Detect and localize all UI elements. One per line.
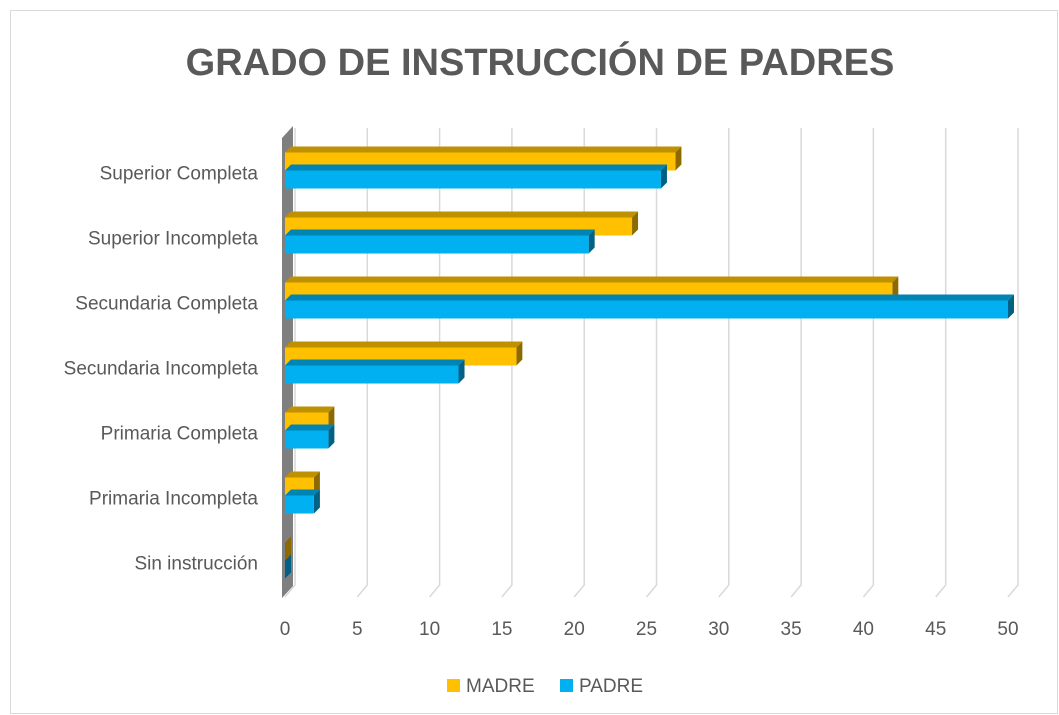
bar-top	[285, 276, 899, 283]
bar-top	[285, 424, 335, 431]
legend-label: MADRE	[466, 676, 535, 697]
bar-side	[285, 554, 291, 579]
y-tick-label: Superior Completa	[100, 164, 259, 185]
bar-side	[588, 229, 595, 254]
x-tick-label: 15	[491, 619, 512, 640]
bar-side	[632, 211, 639, 236]
y-tick-label: Primaria Completa	[101, 424, 259, 445]
bar-top	[285, 471, 320, 478]
bar-side	[328, 424, 335, 449]
x-tick-label: 50	[997, 619, 1018, 640]
x-tick-label: 45	[925, 619, 946, 640]
bar-side	[516, 341, 523, 366]
legend-label: PADRE	[579, 676, 643, 697]
bar-top	[285, 341, 523, 348]
bar	[285, 235, 589, 254]
bar-side	[1008, 294, 1014, 319]
bar	[285, 495, 314, 514]
grid-line	[1007, 128, 1019, 598]
bar-top	[285, 146, 682, 153]
bar	[285, 430, 329, 449]
x-tick-label: 10	[419, 619, 440, 640]
y-tick-label: Secundaria Incompleta	[64, 359, 259, 380]
bar-top	[285, 229, 595, 236]
bar-side	[285, 536, 291, 561]
y-tick-label: Secundaria Completa	[75, 294, 258, 315]
bar	[285, 365, 459, 384]
bar-top	[285, 211, 639, 218]
bar-side	[458, 359, 465, 384]
bar-side	[313, 489, 320, 514]
legend-swatch	[447, 679, 460, 692]
chart-title: GRADO DE INSTRUCCIÓN DE PADRES	[186, 40, 895, 84]
bar-top	[285, 164, 667, 171]
bar-side	[660, 164, 667, 189]
y-tick-label: Primaria Incompleta	[89, 489, 258, 510]
x-tick-label: 30	[708, 619, 729, 640]
legend-swatch	[560, 679, 573, 692]
x-tick-label: 35	[781, 619, 802, 640]
x-tick-label: 0	[280, 619, 291, 640]
x-tick-label: 40	[853, 619, 874, 640]
bar-top	[285, 406, 335, 413]
x-tick-label: 20	[564, 619, 585, 640]
bar-side	[675, 146, 682, 171]
bar	[285, 170, 661, 189]
y-tick-label: Sin instrucción	[134, 554, 258, 575]
chart-border	[10, 10, 1058, 714]
x-tick-label: 5	[352, 619, 363, 640]
bar-top	[285, 489, 320, 496]
grid-line	[935, 128, 947, 598]
y-tick-label: Superior Incompleta	[88, 229, 258, 250]
bar-top	[285, 294, 1014, 301]
bar-top	[285, 359, 465, 366]
bar	[285, 300, 1008, 319]
x-tick-label: 25	[636, 619, 657, 640]
